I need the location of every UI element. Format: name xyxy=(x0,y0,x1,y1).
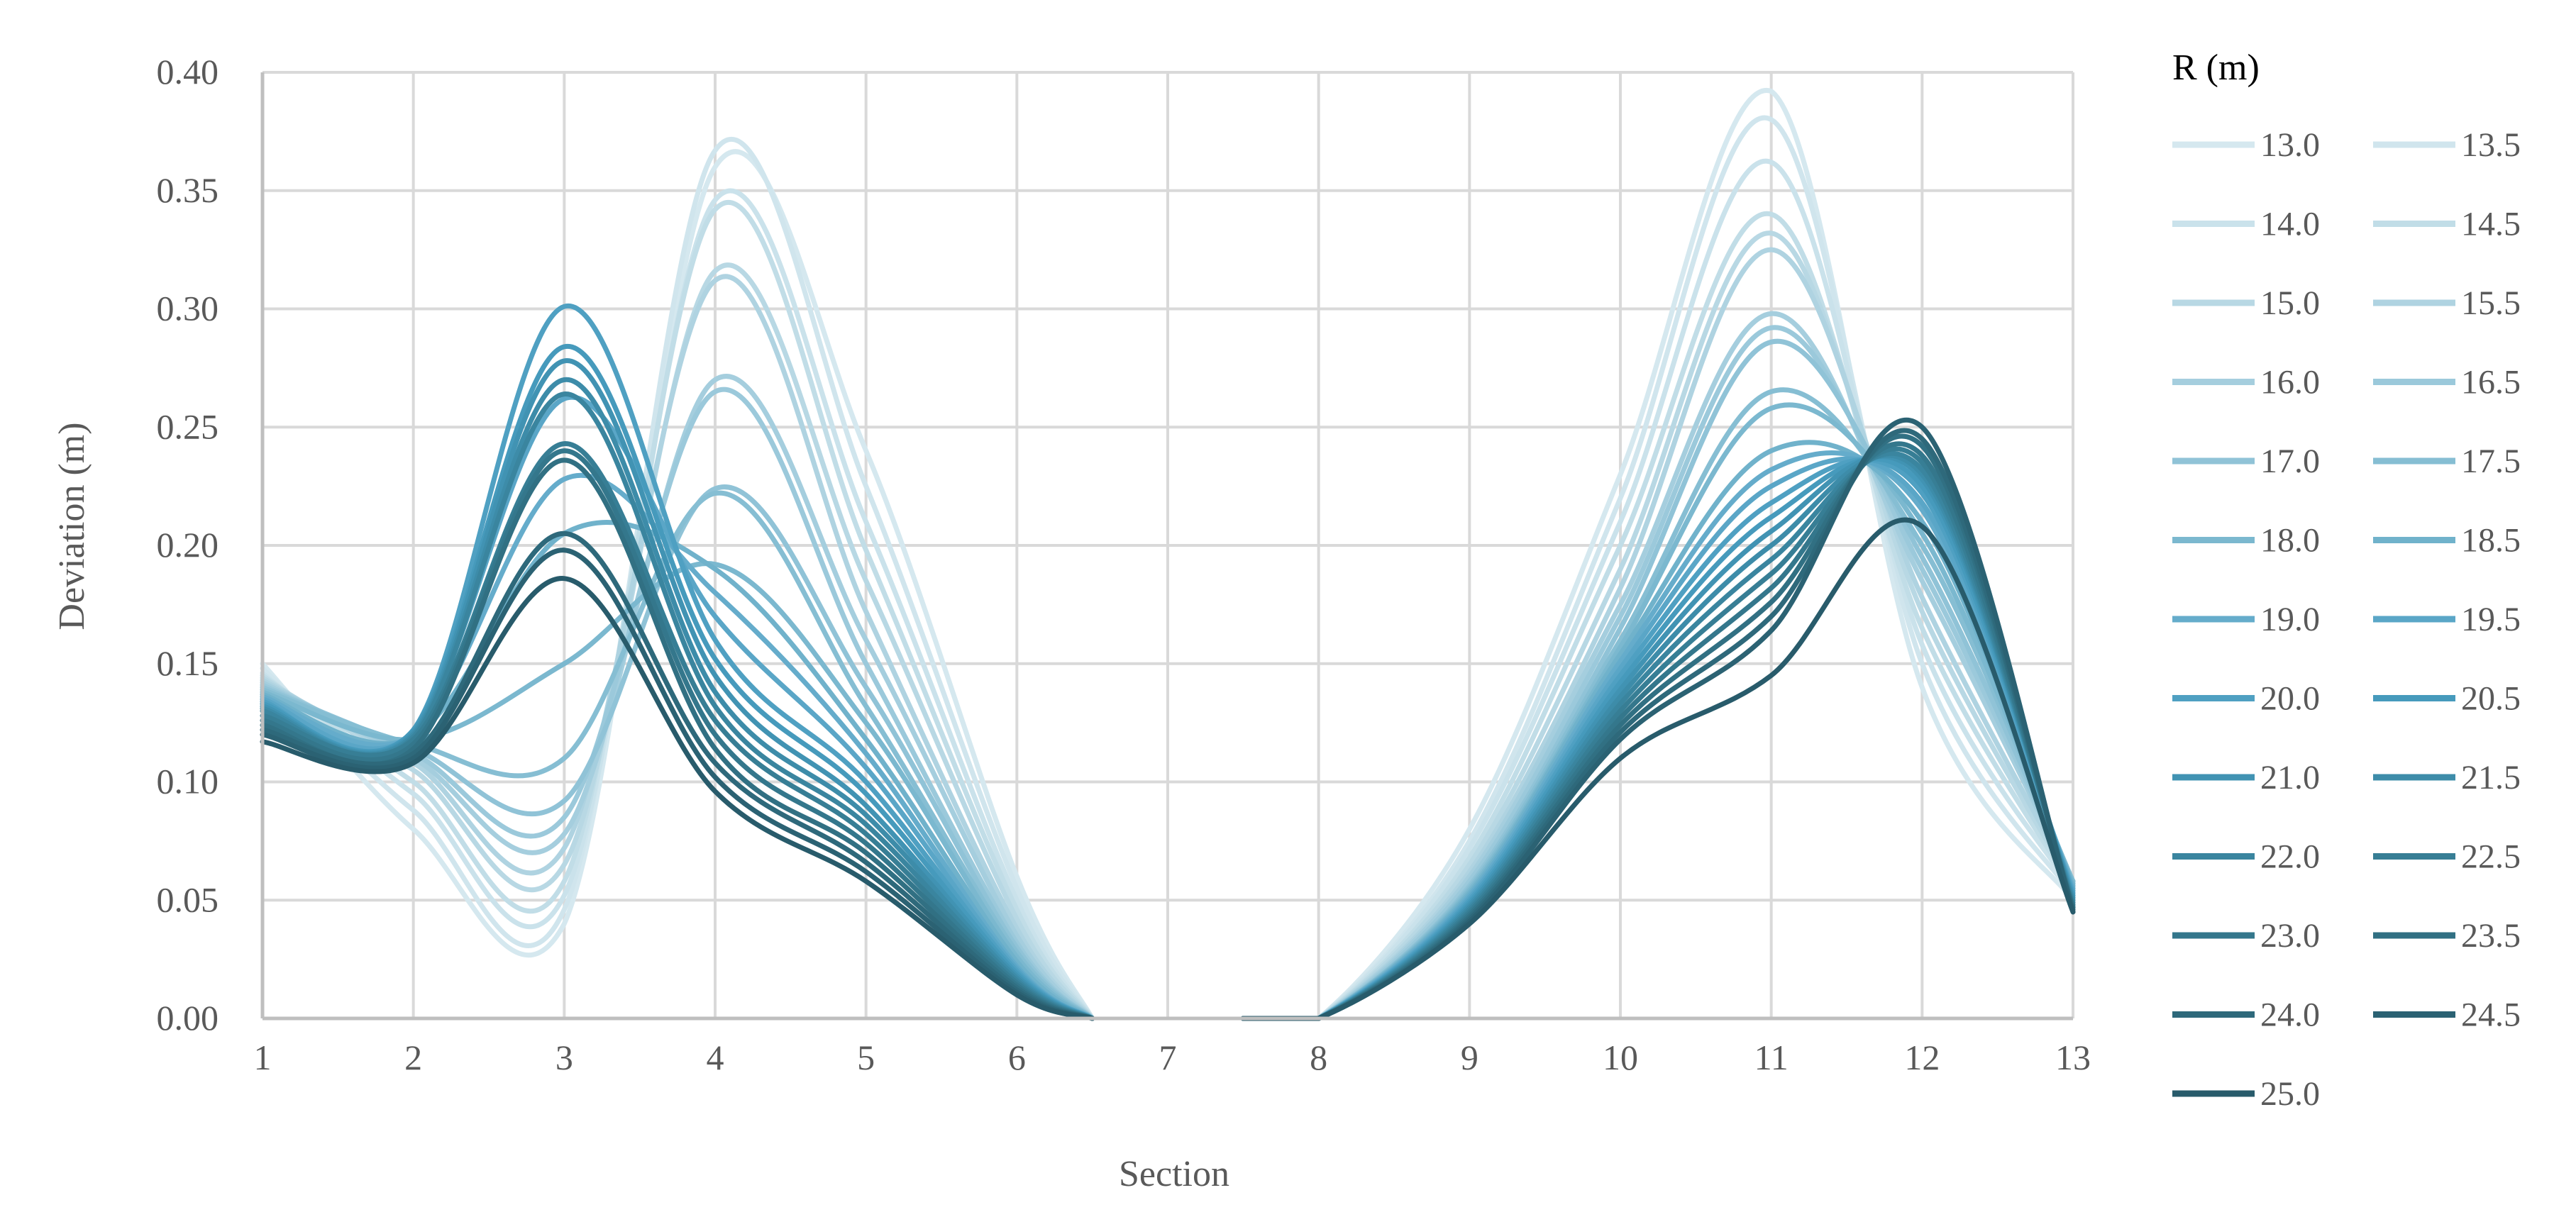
y-tick-label: 0.30 xyxy=(157,289,219,328)
legend-label: 25.0 xyxy=(2260,1075,2320,1113)
series-line xyxy=(260,441,1095,1021)
legend-label: 24.0 xyxy=(2260,996,2320,1034)
legend-label: 19.5 xyxy=(2461,601,2521,638)
series-line xyxy=(260,576,1095,1021)
legend-label: 23.0 xyxy=(2260,917,2320,955)
series-line xyxy=(260,387,1095,1021)
x-tick-label: 1 xyxy=(254,1038,272,1077)
x-tick-label: 3 xyxy=(555,1038,573,1077)
series-line xyxy=(260,374,1095,1021)
x-tick-label: 9 xyxy=(1461,1038,1478,1077)
series-line xyxy=(1240,158,2076,1021)
legend-label: 17.5 xyxy=(2461,443,2521,480)
legend-label: 18.0 xyxy=(2260,522,2320,560)
legend-label: 16.5 xyxy=(2461,364,2521,401)
y-axis-title: Deviation (m) xyxy=(52,422,92,630)
legend-label: 15.5 xyxy=(2461,284,2521,322)
series-line xyxy=(260,457,1095,1021)
legend-label: 21.5 xyxy=(2461,759,2521,796)
y-tick-label: 0.00 xyxy=(157,998,219,1038)
y-tick-label: 0.20 xyxy=(157,525,219,565)
series-line xyxy=(260,448,1095,1021)
legend: R (m) 13.0 13.5 14.0 14.5 15.0 15.5 16.0 16.5 17… xyxy=(2172,48,2521,1113)
x-tick-label: 4 xyxy=(707,1038,724,1077)
x-tick-label: 10 xyxy=(1603,1038,1638,1077)
legend-label: 20.0 xyxy=(2260,680,2320,718)
legend-items: 13.0 13.5 14.0 14.5 15.0 15.5 16.0 16.5 17.0 17.5… xyxy=(2172,126,2521,1113)
x-tick-label: 5 xyxy=(857,1038,875,1077)
series-line xyxy=(260,149,1095,1021)
legend-label: 22.5 xyxy=(2461,838,2521,876)
legend-label: 15.0 xyxy=(2260,284,2320,322)
legend-label: 19.0 xyxy=(2260,601,2320,638)
y-tick-label: 0.15 xyxy=(157,643,219,683)
x-tick-label: 11 xyxy=(1754,1038,1789,1077)
series-line xyxy=(1240,517,2076,1021)
legend-label: 24.5 xyxy=(2461,996,2521,1034)
x-tick-label: 6 xyxy=(1008,1038,1026,1077)
x-tick-label: 13 xyxy=(2055,1038,2091,1077)
legend-label: 16.0 xyxy=(2260,364,2320,401)
y-tick-label: 0.25 xyxy=(157,406,219,446)
legend-label: 14.5 xyxy=(2461,206,2521,243)
x-axis-title: Section xyxy=(1119,1154,1229,1194)
y-tick-label: 0.05 xyxy=(157,879,219,919)
legend-label: 18.5 xyxy=(2461,522,2521,560)
legend-title: R (m) xyxy=(2172,48,2260,88)
series-line xyxy=(260,274,1095,1021)
x-tick-label: 7 xyxy=(1159,1038,1177,1077)
x-tick-label: 2 xyxy=(404,1038,422,1077)
y-tick-label: 0.35 xyxy=(157,170,219,210)
legend-label: 20.5 xyxy=(2461,680,2521,718)
x-tick-label: 8 xyxy=(1310,1038,1327,1077)
series-line xyxy=(260,188,1095,1021)
legend-label: 22.0 xyxy=(2260,838,2320,876)
series-line xyxy=(1240,87,2076,1021)
x-tick-label: 12 xyxy=(1904,1038,1940,1077)
y-tick-label: 0.10 xyxy=(157,762,219,801)
axis-layer: 0.000.050.100.150.200.250.300.350.401 2 3 4… xyxy=(157,52,2091,1077)
legend-label: 21.0 xyxy=(2260,759,2320,796)
series-line xyxy=(260,136,1095,1021)
y-tick-label: 0.40 xyxy=(157,52,219,91)
series-line xyxy=(260,262,1095,1021)
legend-label: 13.0 xyxy=(2260,126,2320,164)
series-line xyxy=(260,548,1095,1021)
legend-label: 23.5 xyxy=(2461,917,2521,955)
legend-label: 17.0 xyxy=(2260,443,2320,480)
legend-label: 14.0 xyxy=(2260,206,2320,243)
series-line xyxy=(260,200,1095,1021)
series-line xyxy=(260,530,1095,1021)
series-layer xyxy=(260,87,2076,1021)
legend-label: 13.5 xyxy=(2461,126,2521,164)
